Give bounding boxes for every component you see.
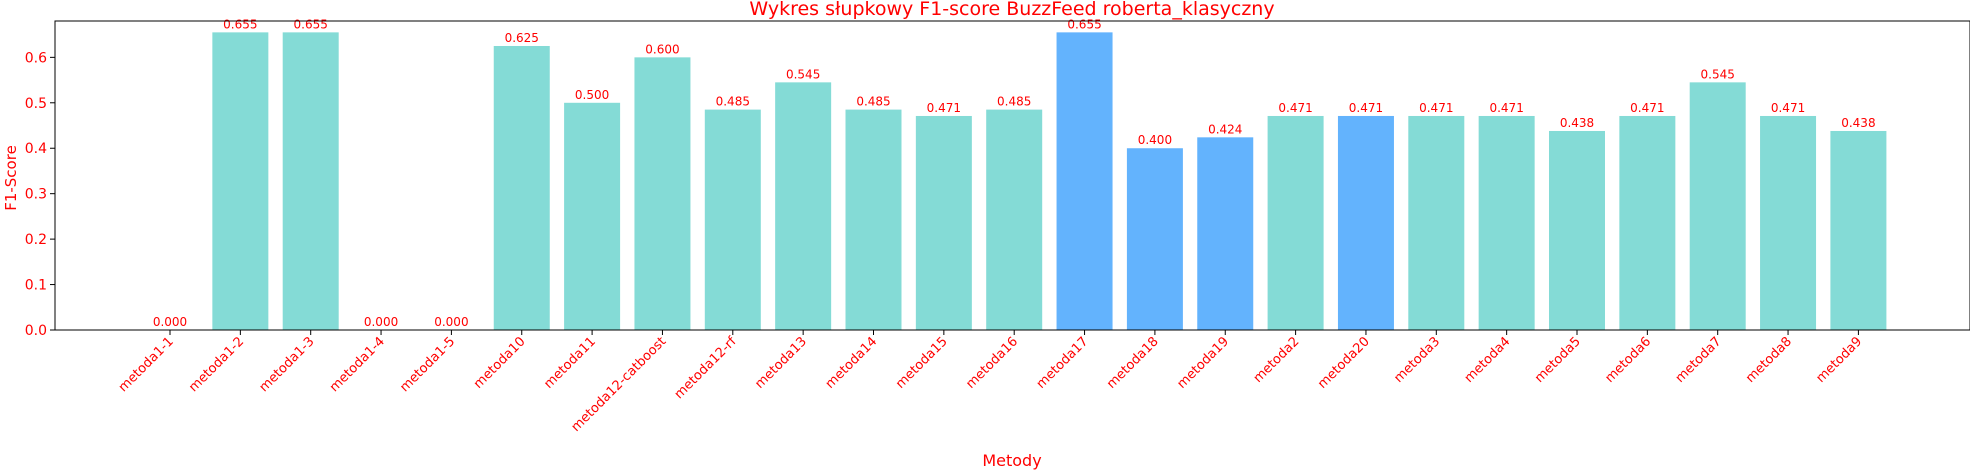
bar-metoda7 xyxy=(1689,82,1746,330)
plot-frame xyxy=(54,20,1970,331)
x-tick-label-metoda11: metoda11 xyxy=(541,334,599,392)
value-label-metoda8: 0.471 xyxy=(1771,101,1805,115)
x-tick-label-metoda20: metoda20 xyxy=(1315,334,1373,392)
bar-metoda6 xyxy=(1619,115,1676,330)
y-tick-label: 0.5 xyxy=(25,96,47,112)
bars-layer xyxy=(212,32,1887,331)
x-tick-label-metoda17: metoda17 xyxy=(1034,334,1092,392)
x-tick-label-metoda7: metoda7 xyxy=(1673,334,1725,386)
value-label-metoda2: 0.471 xyxy=(1278,101,1312,115)
value-label-metoda12-rf: 0.485 xyxy=(716,95,750,109)
bar-metoda8 xyxy=(1760,115,1817,330)
value-label-metoda1-4: 0.000 xyxy=(364,315,398,329)
value-label-metoda16: 0.485 xyxy=(997,95,1031,109)
value-label-metoda4: 0.471 xyxy=(1489,101,1523,115)
value-label-metoda1-1: 0.000 xyxy=(153,315,187,329)
x-tick-label-metoda14: metoda14 xyxy=(823,334,881,392)
y-axis-label: F1-Score xyxy=(2,145,20,211)
x-tick-label-metoda1-1: metoda1-1 xyxy=(116,334,177,395)
value-label-metoda17: 0.655 xyxy=(1067,17,1101,31)
x-tick-label-metoda12-rf: metoda12-rf xyxy=(672,334,740,402)
value-label-metoda6: 0.471 xyxy=(1630,101,1664,115)
x-tick-label-metoda8: metoda8 xyxy=(1743,334,1795,386)
bar-metoda1-3 xyxy=(282,32,339,331)
value-label-metoda3: 0.471 xyxy=(1419,101,1453,115)
value-label-metoda10: 0.625 xyxy=(505,31,539,45)
y-tick-label: 0.6 xyxy=(25,50,47,66)
x-tick-label-metoda2: metoda2 xyxy=(1251,334,1303,386)
bar-metoda9 xyxy=(1830,130,1887,330)
value-label-metoda5: 0.438 xyxy=(1560,116,1594,130)
bar-metoda3 xyxy=(1408,115,1465,330)
bar-metoda1-2 xyxy=(212,32,269,331)
x-axis-label: Metody xyxy=(982,451,1041,470)
value-label-metoda12-catboost: 0.600 xyxy=(645,42,679,56)
bar-metoda15 xyxy=(915,115,972,330)
x-tick-label-metoda6: metoda6 xyxy=(1602,334,1654,386)
value-label-metoda13: 0.545 xyxy=(786,67,820,81)
x-tick-label-metoda19: metoda19 xyxy=(1174,334,1232,392)
x-tick-label-metoda13: metoda13 xyxy=(752,334,810,392)
value-labels-layer: 0.000 0.655 0.655 0.000 0.000 0.625 0.500 0.600… xyxy=(153,17,1876,329)
y-axis-ticks: 0.0 0.1 0.2 0.3 0.4 0.5 0.6 xyxy=(25,50,55,339)
x-tick-label-metoda1-3: metoda1-3 xyxy=(257,334,318,395)
bar-metoda4 xyxy=(1478,115,1535,330)
x-tick-label-metoda3: metoda3 xyxy=(1391,334,1443,386)
value-label-metoda7: 0.545 xyxy=(1701,67,1735,81)
x-tick-label-metoda4: metoda4 xyxy=(1462,334,1514,386)
y-tick-label: 0.1 xyxy=(25,278,47,294)
chart-title: Wykres słupkowy F1-score BuzzFeed robert… xyxy=(749,0,1274,20)
x-tick-label-metoda9: metoda9 xyxy=(1813,334,1865,386)
bar-metoda19 xyxy=(1197,137,1254,330)
x-tick-label-metoda18: metoda18 xyxy=(1104,334,1162,392)
x-tick-label-metoda15: metoda15 xyxy=(893,334,951,392)
value-label-metoda18: 0.400 xyxy=(1138,133,1172,147)
x-tick-label-metoda10: metoda10 xyxy=(471,334,529,392)
value-label-metoda1-3: 0.655 xyxy=(294,17,328,31)
value-label-metoda9: 0.438 xyxy=(1841,116,1875,130)
bar-metoda2 xyxy=(1267,115,1324,330)
bar-metoda20 xyxy=(1337,115,1394,330)
y-tick-label: 0.4 xyxy=(25,141,47,157)
value-label-metoda15: 0.471 xyxy=(927,101,961,115)
x-tick-label-metoda1-2: metoda1-2 xyxy=(186,334,247,395)
y-tick-label: 0.0 xyxy=(25,323,47,339)
bar-metoda14 xyxy=(845,109,902,330)
bar-metoda18 xyxy=(1126,148,1183,330)
x-tick-label-metoda16: metoda16 xyxy=(963,334,1021,392)
x-axis-ticks: metoda1-1 metoda1-2 metoda1-3 metoda1-4 meto… xyxy=(116,330,1865,435)
value-label-metoda19: 0.424 xyxy=(1208,122,1242,136)
x-tick-label-metoda5: metoda5 xyxy=(1532,334,1584,386)
x-tick-label-metoda1-5: metoda1-5 xyxy=(397,334,458,395)
x-tick-label-metoda1-4: metoda1-4 xyxy=(327,334,388,395)
bar-metoda11 xyxy=(564,102,621,330)
value-label-metoda20: 0.471 xyxy=(1349,101,1383,115)
bar-metoda5 xyxy=(1549,130,1605,330)
value-label-metoda14: 0.485 xyxy=(856,95,890,109)
bar-metoda12-catboost xyxy=(634,57,691,330)
value-label-metoda11: 0.500 xyxy=(575,88,609,102)
bar-metoda13 xyxy=(775,82,832,330)
value-label-metoda1-5: 0.000 xyxy=(434,315,468,329)
y-tick-label: 0.3 xyxy=(25,187,47,203)
y-tick-label: 0.2 xyxy=(25,232,47,248)
bar-metoda16 xyxy=(986,109,1043,330)
value-label-metoda1-2: 0.655 xyxy=(223,17,257,31)
bar-metoda12-rf xyxy=(704,109,761,330)
bar-metoda10 xyxy=(493,45,550,331)
bar-metoda17 xyxy=(1056,32,1113,331)
